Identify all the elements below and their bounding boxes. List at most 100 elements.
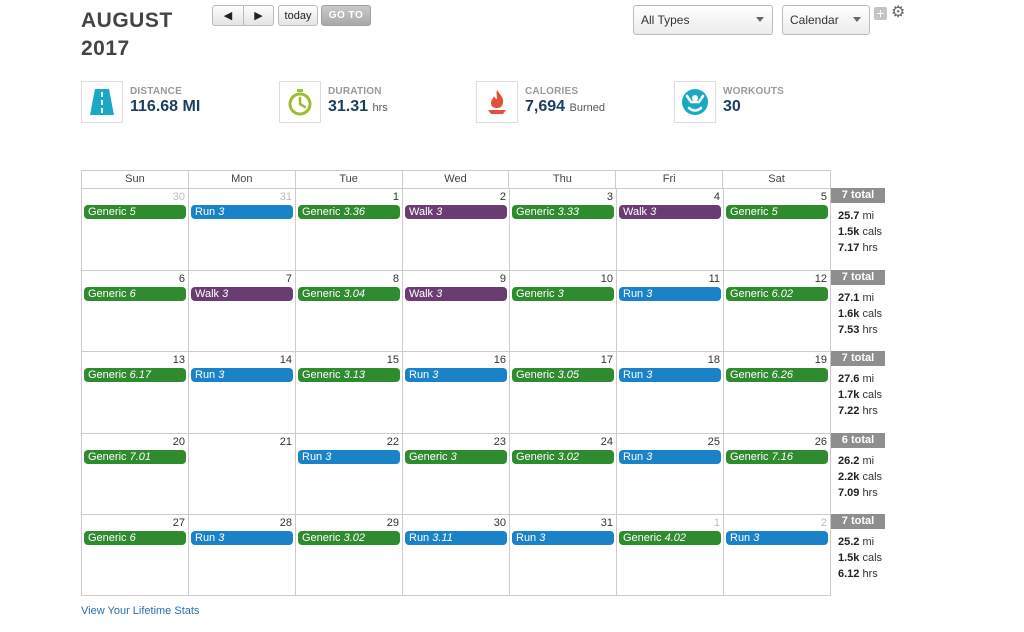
day-cell[interactable]: 14 Run 3 <box>189 352 296 433</box>
workout-event-value: 3 <box>218 532 225 545</box>
workout-event-value: 3 <box>646 287 653 300</box>
workout-event-run[interactable]: Run 3 <box>619 286 721 301</box>
workout-event-generic[interactable]: Generic 3.05 <box>512 368 614 383</box>
workout-event-name: Generic <box>88 450 127 463</box>
day-number: 31 <box>600 517 613 530</box>
day-cell[interactable]: 4 Walk 3 <box>617 189 724 270</box>
day-cell[interactable]: 9 Walk 3 <box>403 270 510 352</box>
day-cell[interactable]: 11 Run 3 <box>617 270 724 352</box>
workout-event-walk[interactable]: Walk 3 <box>191 286 293 301</box>
workout-event-generic[interactable]: Generic 3.02 <box>298 531 400 546</box>
workout-event-generic[interactable]: Generic 4.02 <box>619 531 721 546</box>
next-month-button[interactable]: ▶ <box>244 5 274 26</box>
stopwatch-icon <box>279 81 321 123</box>
workout-event-name: Generic <box>516 369 555 382</box>
workout-event-generic[interactable]: Generic 3.33 <box>512 205 614 219</box>
day-cell[interactable]: 15 Generic 3.13 <box>296 352 403 433</box>
day-cell[interactable]: 5 Generic 5 <box>724 189 831 270</box>
workout-event-generic[interactable]: Generic 6.02 <box>726 286 828 301</box>
workout-event-value: 3 <box>222 287 229 300</box>
day-cell[interactable]: 1 Generic 4.02 <box>617 515 724 595</box>
day-cell[interactable]: 20 Generic 7.01 <box>82 433 189 515</box>
day-cell[interactable]: 13 Generic 6.17 <box>82 352 189 433</box>
workout-event-generic[interactable]: Generic 7.16 <box>726 449 828 464</box>
workout-event-value: 5 <box>771 206 778 218</box>
day-cell[interactable]: 28 Run 3 <box>189 515 296 595</box>
workout-event-run[interactable]: Run 3 <box>512 531 614 546</box>
day-cell[interactable]: 2 Walk 3 <box>403 189 510 270</box>
day-cell[interactable]: 1 Generic 3.36 <box>296 189 403 270</box>
workout-event-run[interactable]: Run 3 <box>298 449 400 464</box>
day-cell[interactable]: 19 Generic 6.26 <box>724 352 831 433</box>
stat-label: DURATION <box>328 86 382 97</box>
workout-event-run[interactable]: Run 3 <box>191 368 293 383</box>
workout-event-run[interactable]: Run 3.11 <box>405 531 507 546</box>
day-cell[interactable]: 16 Run 3 <box>403 352 510 433</box>
workout-event-run[interactable]: Run 3 <box>619 368 721 383</box>
goto-button[interactable]: GO TO <box>321 5 371 26</box>
gear-icon[interactable]: ⚙ <box>891 4 906 21</box>
workout-event-generic[interactable]: Generic 3.02 <box>512 449 614 464</box>
week-total-hrs: 6.12 hrs <box>838 568 878 581</box>
day-cell[interactable]: 22 Run 3 <box>296 433 403 515</box>
week-total-mi: 27.1 mi <box>838 291 875 304</box>
day-cell[interactable]: 6 Generic 6 <box>82 270 189 352</box>
workout-event-generic[interactable]: Generic 6.26 <box>726 368 828 383</box>
workout-event-value: 3.36 <box>343 206 366 218</box>
workout-event-run[interactable]: Run 3 <box>619 449 721 464</box>
workout-event-generic[interactable]: Generic 7.01 <box>84 449 186 464</box>
day-cell[interactable]: 31 Run 3 <box>189 189 296 270</box>
prev-month-button[interactable]: ◀ <box>212 5 244 26</box>
day-of-week-label: Mon <box>189 171 296 188</box>
workout-event-name: Run <box>623 450 644 463</box>
workout-event-generic[interactable]: Generic 5 <box>84 205 186 219</box>
workout-event-run[interactable]: Run 3 <box>405 368 507 383</box>
day-cell[interactable]: 25 Run 3 <box>617 433 724 515</box>
workout-event-generic[interactable]: Generic 3 <box>405 449 507 464</box>
day-cell[interactable]: 7 Walk 3 <box>189 270 296 352</box>
day-cell[interactable]: 30 Run 3.11 <box>403 515 510 595</box>
day-number: 15 <box>386 354 399 367</box>
day-cell[interactable]: 24 Generic 3.02 <box>510 433 617 515</box>
workout-event-generic[interactable]: Generic 6.17 <box>84 368 186 383</box>
workout-event-run[interactable]: Run 3 <box>726 531 828 546</box>
workout-event-generic[interactable]: Generic 6 <box>84 286 186 301</box>
workout-event-run[interactable]: Run 3 <box>191 531 293 546</box>
workout-event-generic[interactable]: Generic 3.13 <box>298 368 400 383</box>
workout-event-name: Run <box>302 450 323 463</box>
week-total: 7 total 25.2 mi 1.5k cals 6.12 hrs <box>831 514 885 596</box>
workout-event-generic[interactable]: Generic 6 <box>84 531 186 546</box>
view-select[interactable]: Calendar <box>782 5 870 35</box>
workout-event-generic[interactable]: Generic 5 <box>726 205 828 219</box>
workout-event-value: 6 <box>129 287 136 300</box>
lifetime-stats-link[interactable]: View Your Lifetime Stats <box>81 605 200 617</box>
day-cell[interactable]: 18 Run 3 <box>617 352 724 433</box>
day-number: 26 <box>814 435 827 448</box>
workout-event-walk[interactable]: Walk 3 <box>619 205 721 219</box>
workout-event-run[interactable]: Run 3 <box>191 205 293 219</box>
workout-event-generic[interactable]: Generic 3 <box>512 286 614 301</box>
day-number: 1 <box>713 517 720 530</box>
day-cell[interactable]: 17 Generic 3.05 <box>510 352 617 433</box>
day-cell[interactable]: 31 Run 3 <box>510 515 617 595</box>
day-cell[interactable]: 8 Generic 3.04 <box>296 270 403 352</box>
day-cell[interactable]: 2 Run 3 <box>724 515 831 595</box>
workout-event-walk[interactable]: Walk 3 <box>405 286 507 301</box>
day-of-week-label: Thu <box>509 171 617 188</box>
stat-duration: DURATION 31.31 hrs <box>279 81 388 123</box>
add-icon[interactable] <box>874 7 887 20</box>
workout-types-select[interactable]: All Types <box>633 5 773 35</box>
workout-event-generic[interactable]: Generic 3.36 <box>298 205 400 219</box>
day-cell[interactable]: 12 Generic 6.02 <box>724 270 831 352</box>
day-cell[interactable]: 23 Generic 3 <box>403 433 510 515</box>
day-cell[interactable]: 3 Generic 3.33 <box>510 189 617 270</box>
day-cell[interactable]: 21 <box>189 433 296 515</box>
today-button[interactable]: today <box>278 5 318 26</box>
workout-event-generic[interactable]: Generic 3.04 <box>298 286 400 301</box>
day-cell[interactable]: 10 Generic 3 <box>510 270 617 352</box>
day-cell[interactable]: 27 Generic 6 <box>82 515 189 595</box>
day-cell[interactable]: 26 Generic 7.16 <box>724 433 831 515</box>
workout-event-walk[interactable]: Walk 3 <box>405 205 507 219</box>
day-cell[interactable]: 29 Generic 3.02 <box>296 515 403 595</box>
day-cell[interactable]: 30 Generic 5 <box>82 189 189 270</box>
